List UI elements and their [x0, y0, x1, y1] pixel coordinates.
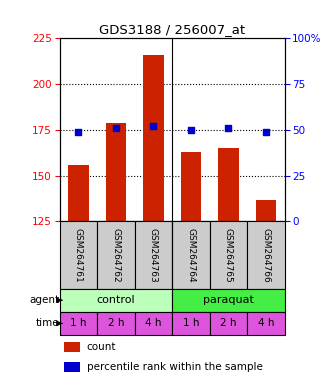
Bar — [106, 122, 126, 222]
Point — [188, 127, 194, 133]
Bar — [218, 148, 239, 222]
Bar — [210, 312, 247, 335]
Text: 1 h: 1 h — [183, 318, 199, 328]
Bar — [172, 289, 285, 312]
Text: control: control — [97, 295, 135, 305]
Point — [226, 125, 231, 131]
Bar — [172, 222, 210, 289]
Text: 2 h: 2 h — [220, 318, 237, 328]
Text: time: time — [36, 318, 60, 328]
Text: GSM264766: GSM264766 — [261, 228, 270, 282]
Bar — [143, 55, 164, 222]
Bar — [97, 312, 135, 335]
Title: GDS3188 / 256007_at: GDS3188 / 256007_at — [99, 23, 245, 36]
Bar — [60, 289, 172, 312]
Bar — [135, 222, 172, 289]
Text: 1 h: 1 h — [70, 318, 87, 328]
Point — [113, 125, 118, 131]
Bar — [60, 312, 97, 335]
Bar — [68, 165, 89, 222]
Bar — [135, 312, 172, 335]
Text: 4 h: 4 h — [145, 318, 162, 328]
Text: count: count — [87, 342, 116, 352]
Bar — [256, 200, 276, 222]
Bar — [210, 222, 247, 289]
Bar — [60, 222, 97, 289]
Text: GSM264761: GSM264761 — [74, 228, 83, 282]
Text: paraquat: paraquat — [203, 295, 254, 305]
Text: GSM264762: GSM264762 — [111, 228, 120, 282]
Bar — [97, 222, 135, 289]
Text: agent: agent — [29, 295, 60, 305]
Text: GSM264765: GSM264765 — [224, 228, 233, 282]
Point — [76, 129, 81, 135]
Point — [151, 123, 156, 129]
Text: 2 h: 2 h — [108, 318, 124, 328]
Text: 4 h: 4 h — [258, 318, 274, 328]
Bar — [181, 152, 201, 222]
Text: GSM264764: GSM264764 — [186, 228, 195, 282]
Point — [263, 129, 268, 135]
Text: GSM264763: GSM264763 — [149, 228, 158, 282]
Bar — [247, 312, 285, 335]
Bar — [64, 342, 80, 352]
Bar — [64, 362, 80, 372]
Text: percentile rank within the sample: percentile rank within the sample — [87, 362, 262, 372]
Bar — [247, 222, 285, 289]
Bar — [172, 312, 210, 335]
